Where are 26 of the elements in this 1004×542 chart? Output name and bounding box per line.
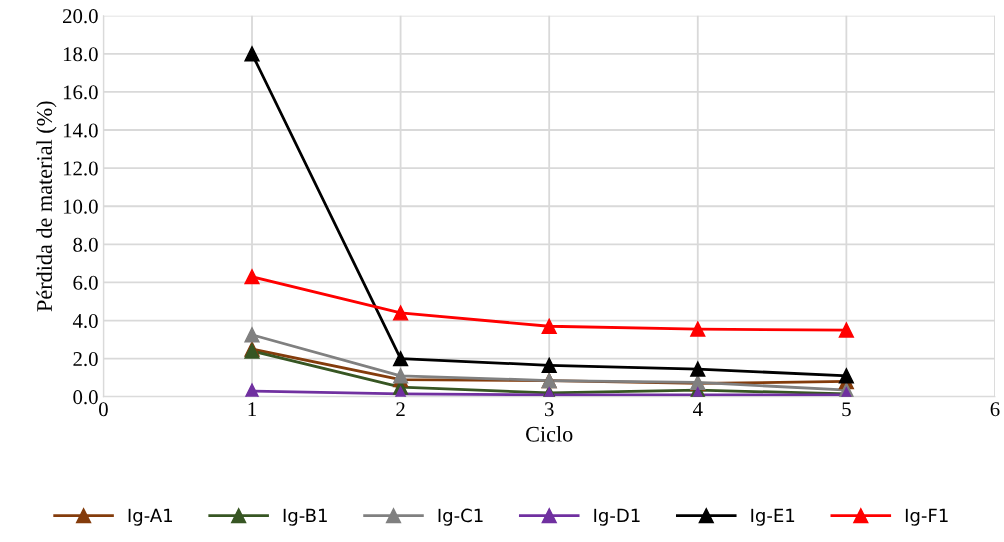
legend-label: Ig-F1 [905, 508, 948, 526]
y-axis-title: Pérdida de material (%) [36, 101, 57, 312]
legend-label: Ig-C1 [438, 508, 483, 526]
x-axis-title: Ciclo [526, 426, 573, 442]
y-tick-label: 16.0 [63, 85, 98, 100]
x-tick-label: 3 [544, 402, 554, 417]
y-tick-label: 10.0 [63, 199, 98, 214]
legend-label: Ig-E1 [751, 508, 795, 526]
y-tick-label: 0.0 [73, 390, 98, 405]
legend-label: Ig-B1 [283, 508, 327, 526]
x-tick-label: 1 [248, 402, 256, 417]
x-tick-label: 0 [99, 402, 108, 417]
x-tick-label: 4 [692, 402, 703, 417]
y-tick-label: 6.0 [73, 275, 98, 290]
legend-label: Ig-A1 [128, 508, 172, 526]
y-tick-label: 4.0 [72, 313, 98, 329]
y-tick-label: 8.0 [73, 237, 98, 252]
y-tick-label: 20.0 [63, 9, 98, 24]
x-tick-label: 2 [396, 402, 405, 417]
y-tick-label: 18.0 [63, 47, 98, 62]
y-tick-label: 14.0 [63, 123, 98, 138]
x-tick-label: 5 [842, 402, 851, 417]
y-tick-label: 12.0 [63, 161, 98, 176]
x-tick-label: 6 [990, 402, 1000, 417]
legend-label: Ig-D1 [594, 508, 640, 526]
y-tick-label: 2.0 [73, 352, 98, 367]
